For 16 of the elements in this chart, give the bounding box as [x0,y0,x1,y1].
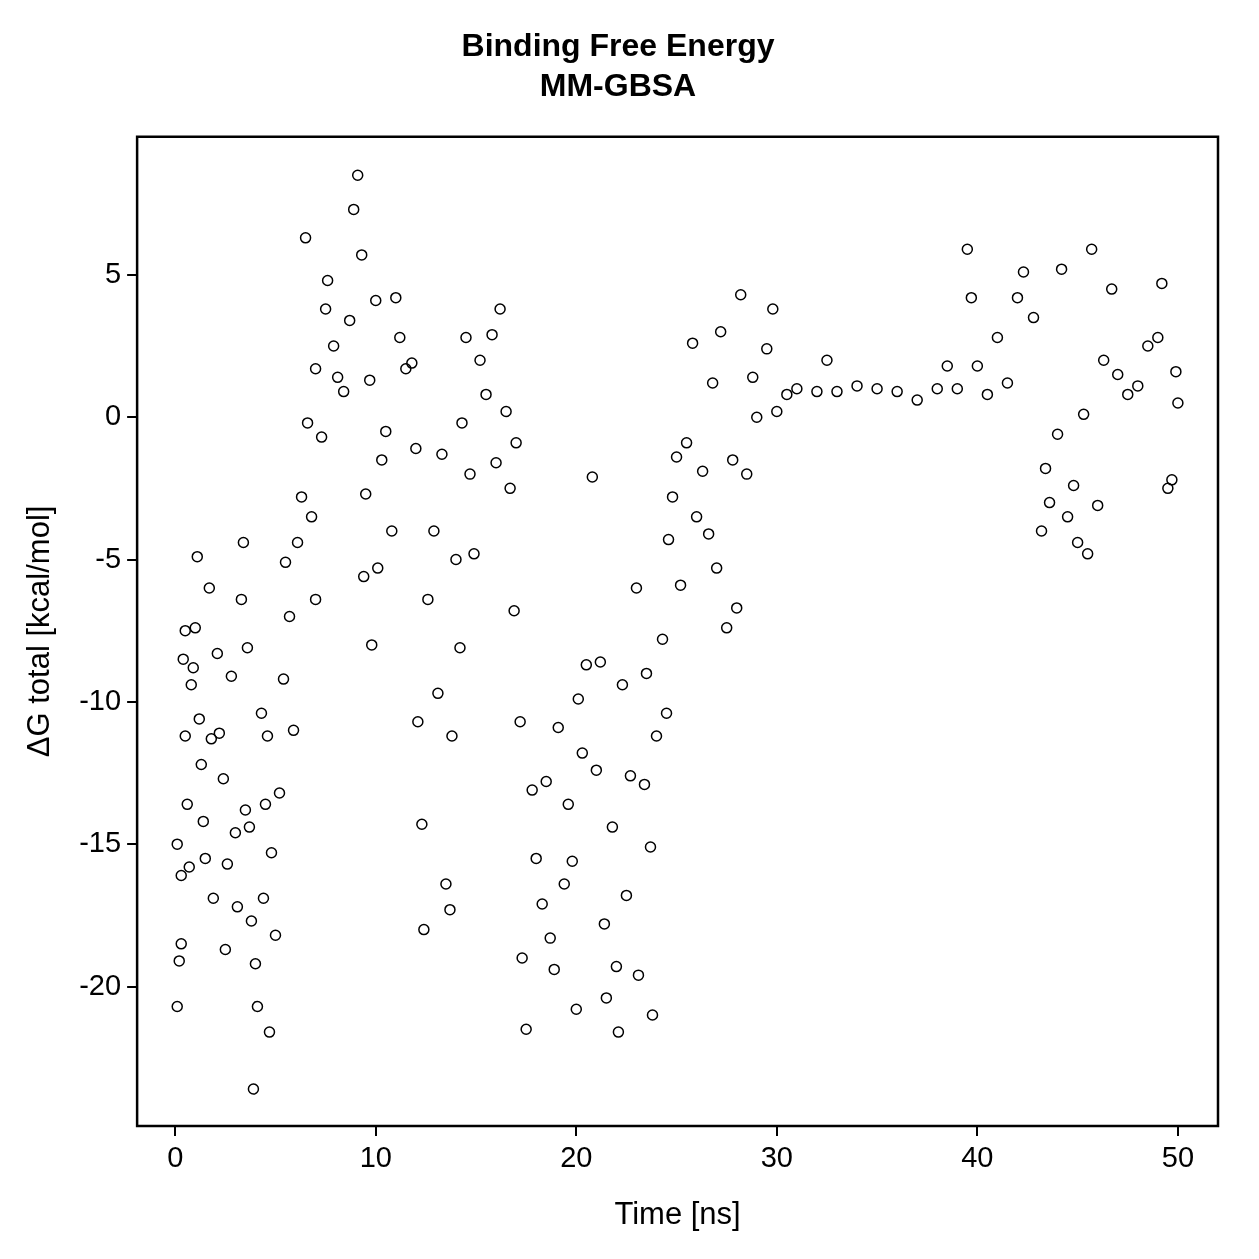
y-tick-label: 5 [104,256,122,289]
x-tick-label: 40 [961,1141,994,1174]
chart-subtitle: MM-GBSA [539,67,697,104]
y-tick-label: -20 [79,968,122,1001]
x-tick-label: 0 [167,1141,184,1174]
y-axis-title: ΔG total [kcal/mol] [21,505,57,758]
x-tick-label: 20 [560,1141,593,1174]
y-tick-label: 0 [104,399,122,432]
chart-title: Binding Free Energy [461,27,775,64]
y-tick-label: -5 [95,541,122,574]
x-tick-label: 10 [359,1141,392,1174]
x-axis-title: Time [ns] [614,1195,741,1231]
y-tick-label: -10 [79,683,122,716]
y-tick-label: -15 [79,826,122,859]
x-tick-label: 30 [760,1141,793,1174]
x-tick-label: 50 [1161,1141,1195,1174]
